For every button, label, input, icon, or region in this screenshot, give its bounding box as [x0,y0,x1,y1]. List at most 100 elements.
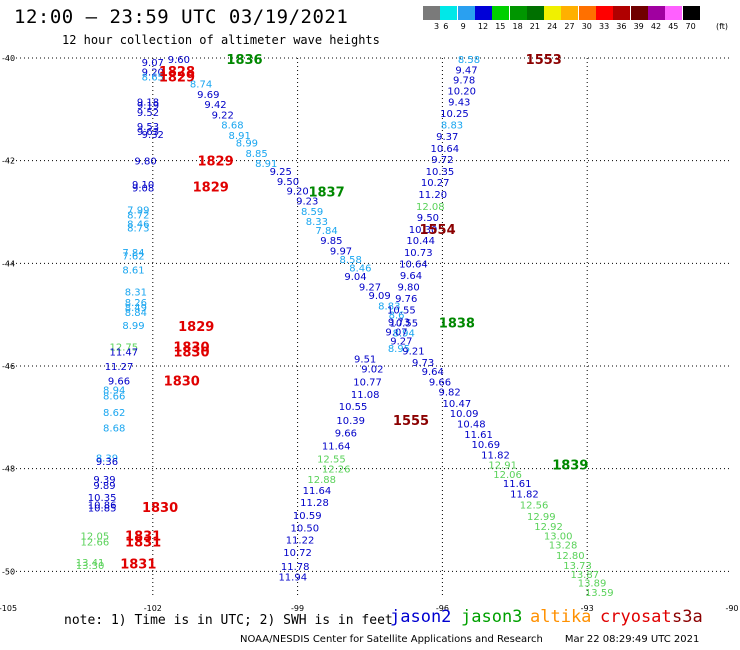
wave-height-label: 8.85 [245,149,267,160]
wave-height-label: 13.41 [76,558,105,569]
legend-swatch [682,6,700,20]
wave-height-label: 12.56 [520,501,549,512]
legend-label: 9 [460,22,466,31]
wave-height-label: 12.92 [534,522,563,533]
wave-height-label: 10.55 [339,402,368,413]
pass-time-label: 1831 [125,529,161,544]
sat-s3a: s3a [672,607,703,627]
wave-height-label: 12.05 [81,531,110,542]
wave-height-label: 11.61 [464,430,493,441]
legend-swatch [596,6,613,20]
wave-height-label: 11.82 [481,450,510,461]
legend-label: 39 [633,22,644,31]
pass-time-label: 1838 [439,316,475,331]
wave-height-label: 9.73 [412,358,434,369]
wave-height-label: 8.33 [306,217,328,228]
timestamp: Mar 22 08:29:49 UTC 2021 [564,634,700,645]
wave-height-label: 9.97 [330,247,352,258]
wave-height-label: 10.30 [409,225,438,236]
wave-height-label: 8.49 [125,303,147,314]
wave-height-label: 9.43 [448,98,470,109]
wave-height-label: 10.47 [443,399,472,410]
pass-time-label: 1831 [125,536,161,551]
wave-height-label: 12.99 [527,512,556,523]
wave-height-label: 12.88 [307,475,336,486]
sat-jason2: jason2 [390,607,452,627]
legend-label: 15 [495,22,506,31]
wave-height-label: 10.64 [399,259,428,270]
wave-height-label: 9.50 [277,177,299,188]
wave-height-label: 9.63 [137,127,159,138]
wave-height-label: 9.66 [335,429,357,440]
sat-jason3: jason3 [461,607,523,627]
wave-height-label: 12.75 [110,342,139,353]
wave-height-label: 8.74 [190,80,212,91]
legend-swatch [665,6,683,20]
wave-height-label: 10.55 [387,306,416,317]
wave-height-label: 9.32 [142,130,164,141]
legend-swatch [526,6,544,20]
wave-height-label: 9.51 [354,354,376,365]
wave-height-label: 8.99 [236,139,258,150]
wave-height-label: 9.78 [453,76,475,87]
wave-height-label: 9.52 [137,108,159,119]
wave-height-label: 13.30 [76,561,105,572]
wave-height-label: 10.69 [472,440,501,451]
wave-height-label: 8.84 [125,308,147,319]
wave-height-label: 7.62 [122,252,144,263]
wave-height-label: 8.46 [349,263,371,274]
wave-height-label: 9.21 [402,347,424,358]
wave-height-label: 12.80 [556,551,585,562]
wave-height-label: 10.59 [293,511,322,522]
pass-time-label: 1829 [193,180,229,195]
wave-height-label: 9.18 [137,98,159,109]
wave-height-label: 13.87 [570,570,599,581]
wave-height-label: 8.58 [340,255,362,266]
pass-time-label: 1553 [526,53,562,68]
legend-swatch [544,6,562,20]
wave-height-label: 9.08 [132,183,154,194]
wave-height-label: 9.76 [395,294,417,305]
wave-height-label: 9.27 [390,336,412,347]
wave-height-label: 9.22 [212,110,234,121]
legend-swatch [474,6,492,20]
wave-height-label: 13.00 [544,531,573,542]
credit-line: NOAA/NESDIS Center for Satellite Applica… [240,634,699,645]
wave-height-label: 10.86 [88,501,117,512]
wave-height-label: 12.66 [81,538,110,549]
pass-time-label: 1836 [226,53,262,68]
wave-height-label: 10.27 [421,178,450,189]
lat-tick-label: -46 [2,362,15,371]
pass-time-label: 1829 [197,155,233,170]
wave-height-label: 11.20 [418,190,447,201]
pass-time-label: 1554 [419,223,455,238]
legend-label: 18 [512,22,523,31]
wave-height-label: 10.39 [336,416,365,427]
wave-height-label: 8.68 [103,424,125,435]
wave-height-label: 8.83 [378,301,400,312]
wave-height-label: 9.64 [400,271,422,282]
wave-height-label: 10.72 [283,548,312,559]
wave-height-label: 12.91 [488,461,517,472]
lon-tick-label: -90 [725,604,738,613]
lon-tick-label: -96 [436,604,449,613]
sat-cryosat: cryosat [600,607,672,627]
legend-label: 42 [650,22,662,31]
wave-height-label: 13.89 [578,579,607,590]
wave-height-label: 8.31 [125,288,147,299]
wave-height-label: 8.62 [103,408,125,419]
wave-height-label: 9.89 [93,481,115,492]
wave-height-label: 9.10 [132,180,154,191]
wave-height-label: 9.80 [397,282,419,293]
wave-height-label: 12.06 [493,470,522,481]
wave-height-label: 8.94 [103,386,125,397]
legend-swatch [457,6,475,20]
legend-swatch [423,6,440,20]
credit-text: NOAA/NESDIS Center for Satellite Applica… [240,634,543,645]
wave-height-label: 8.91 [255,159,277,170]
wave-height-label: 8.6 [389,311,405,322]
wave-height-label: 11.61 [503,479,532,490]
wave-height-label: 8.65 [142,72,164,83]
wave-height-label: 9.42 [204,100,226,111]
wave-height-label: 11.28 [300,498,329,509]
